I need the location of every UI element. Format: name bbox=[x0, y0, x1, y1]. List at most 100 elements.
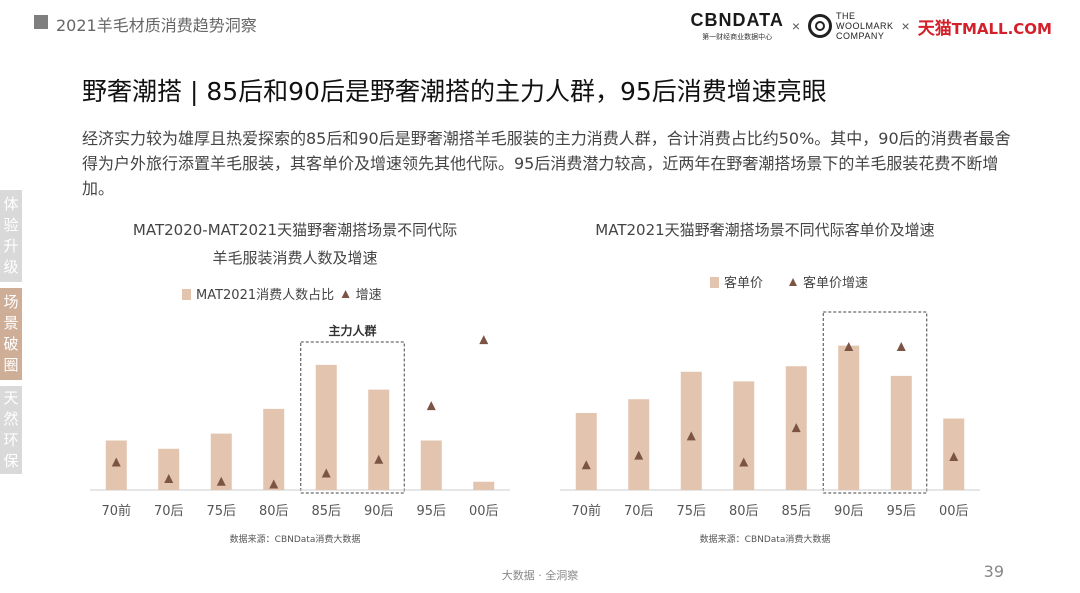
woolmark-line: COMPANY bbox=[836, 31, 885, 41]
page-title: 野奢潮搭 | 85后和90后是野奢潮搭的主力人群，95后消费增速亮眼 bbox=[82, 77, 827, 106]
times-icon: × bbox=[901, 18, 910, 34]
side-tab-char: 天 bbox=[3, 389, 19, 407]
footer-text: 大数据 · 全洞察 bbox=[501, 569, 579, 582]
growth-marker bbox=[216, 476, 226, 486]
highlight-box bbox=[300, 341, 405, 494]
bar bbox=[315, 364, 337, 490]
bar bbox=[158, 448, 180, 490]
growth-marker bbox=[479, 335, 489, 345]
tmall-logo: 天猫TMALL.COM bbox=[918, 14, 1052, 39]
description-text: 经济实力较为雄厚且热爱探索的85后和90后是野奢潮搭羊毛服装的主力消费人群，合计… bbox=[82, 129, 1011, 198]
side-tab-char: 景 bbox=[3, 314, 19, 332]
legend-marker-swatch bbox=[789, 278, 797, 286]
partner-logos: CBNDATA 第一财经商业数据中心 × THE WOOLMARK COMPAN… bbox=[691, 10, 1053, 42]
highlight-box bbox=[822, 311, 928, 494]
header-title: 2021羊毛材质消费趋势洞察 bbox=[56, 16, 257, 35]
chart-unit-price: MAT2021天猫野奢潮搭场景不同代际客单价及增速客单价 客单价增速 70前 70后 7… bbox=[560, 212, 990, 552]
times-icon: × bbox=[791, 18, 801, 34]
side-tab-char: 场 bbox=[3, 293, 19, 311]
woolmark-logo: THE WOOLMARK COMPANY bbox=[808, 11, 894, 41]
x-tick-label: 85后 bbox=[781, 504, 811, 519]
source-note: 数据来源：CBNData消费大数据 bbox=[230, 533, 361, 545]
x-tick-label: 70后 bbox=[154, 504, 184, 519]
growth-marker bbox=[739, 457, 749, 467]
x-tick-label: 80后 bbox=[259, 504, 289, 519]
side-tab-char: 升 bbox=[3, 237, 19, 255]
side-tab-char: 体 bbox=[3, 195, 19, 213]
bar bbox=[473, 481, 495, 490]
side-tab-char: 圈 bbox=[3, 356, 19, 374]
cbndata-logo-text: CBNDATA bbox=[690, 10, 784, 30]
legend-bar-swatch bbox=[182, 289, 191, 300]
side-nav: 体 验 升 级 场 景 破 圈 天 然 环 保 bbox=[0, 190, 22, 474]
source-note: 数据来源：CBNData消费大数据 bbox=[700, 533, 831, 545]
growth-marker bbox=[269, 479, 279, 489]
bar bbox=[628, 399, 650, 490]
chart-consumer-share: MAT2020-MAT2021天猫野奢潮搭场景不同代际 羊毛服装消费人数及增速 MA… bbox=[90, 212, 520, 552]
growth-marker bbox=[426, 401, 436, 411]
side-tab-scene-breakout[interactable]: 场 景 破 圈 bbox=[0, 288, 22, 380]
side-tab-char: 保 bbox=[3, 452, 19, 470]
side-tab-char: 破 bbox=[3, 335, 19, 353]
legend-marker-swatch bbox=[341, 290, 350, 298]
growth-marker bbox=[844, 342, 854, 351]
legend-label: 客单价增速 bbox=[803, 275, 868, 291]
woolmark-line: THE bbox=[836, 11, 856, 21]
bar bbox=[838, 345, 860, 490]
x-tick-label: 70后 bbox=[624, 504, 654, 519]
growth-marker bbox=[581, 460, 591, 470]
growth-marker bbox=[321, 468, 331, 478]
header-square-icon bbox=[34, 15, 48, 29]
bar bbox=[680, 371, 702, 490]
growth-marker bbox=[686, 431, 696, 441]
legend-label: MAT2021消费人数占比 bbox=[196, 288, 334, 303]
chart-title: 羊毛服装消费人数及增速 bbox=[212, 249, 377, 267]
growth-marker bbox=[164, 474, 174, 483]
tmall-logo-cn: 天猫 bbox=[917, 18, 952, 39]
page-number: 39 bbox=[983, 562, 1004, 581]
tmall-logo-en: TMALL.COM bbox=[951, 19, 1052, 38]
x-tick-label: 70前 bbox=[571, 503, 601, 519]
x-tick-label: 75后 bbox=[676, 504, 706, 519]
bar bbox=[368, 389, 390, 490]
bar bbox=[890, 375, 912, 490]
woolmark-icon bbox=[808, 14, 833, 38]
bar bbox=[210, 433, 232, 490]
chart-title: MAT2020-MAT2021天猫野奢潮搭场景不同代际 bbox=[133, 221, 457, 239]
legend-label: 增速 bbox=[356, 288, 382, 303]
woolmark-line: WOOLMARK bbox=[836, 21, 894, 31]
growth-marker bbox=[896, 342, 906, 351]
bar bbox=[733, 381, 755, 490]
bar bbox=[420, 440, 442, 490]
bar bbox=[263, 408, 285, 490]
x-tick-label: 85后 bbox=[311, 504, 341, 519]
x-tick-label: 00后 bbox=[939, 504, 969, 519]
growth-marker bbox=[949, 452, 959, 461]
cbndata-logo-subtitle: 第一财经商业数据中心 bbox=[702, 34, 773, 41]
bar bbox=[575, 413, 597, 490]
cbndata-logo: CBNDATA 第一财经商业数据中心 bbox=[691, 10, 784, 42]
side-tab-natural-eco[interactable]: 天 然 环 保 bbox=[0, 386, 22, 474]
growth-marker bbox=[791, 423, 801, 433]
x-tick-label: 70前 bbox=[101, 503, 131, 519]
x-tick-label: 75后 bbox=[206, 504, 236, 519]
chart-title: MAT2021天猫野奢潮搭场景不同代际客单价及增速 bbox=[595, 221, 934, 239]
side-tab-char: 级 bbox=[3, 258, 19, 276]
x-tick-label: 00后 bbox=[469, 504, 499, 519]
x-tick-label: 95后 bbox=[416, 504, 446, 519]
x-tick-label: 90后 bbox=[834, 504, 864, 519]
highlight-label: 主力人群 bbox=[328, 323, 376, 338]
side-tab-char: 然 bbox=[3, 410, 19, 428]
growth-marker bbox=[111, 457, 121, 467]
side-tab-experience-upgrade[interactable]: 体 验 升 级 bbox=[0, 190, 22, 282]
x-tick-label: 80后 bbox=[729, 504, 759, 519]
legend-label: 客单价 bbox=[724, 275, 763, 291]
side-tab-char: 验 bbox=[3, 216, 19, 234]
growth-marker bbox=[634, 450, 644, 460]
x-tick-label: 95后 bbox=[886, 504, 916, 519]
legend-bar-swatch bbox=[710, 277, 719, 288]
x-tick-label: 90后 bbox=[364, 504, 394, 519]
side-tab-char: 环 bbox=[3, 431, 19, 449]
